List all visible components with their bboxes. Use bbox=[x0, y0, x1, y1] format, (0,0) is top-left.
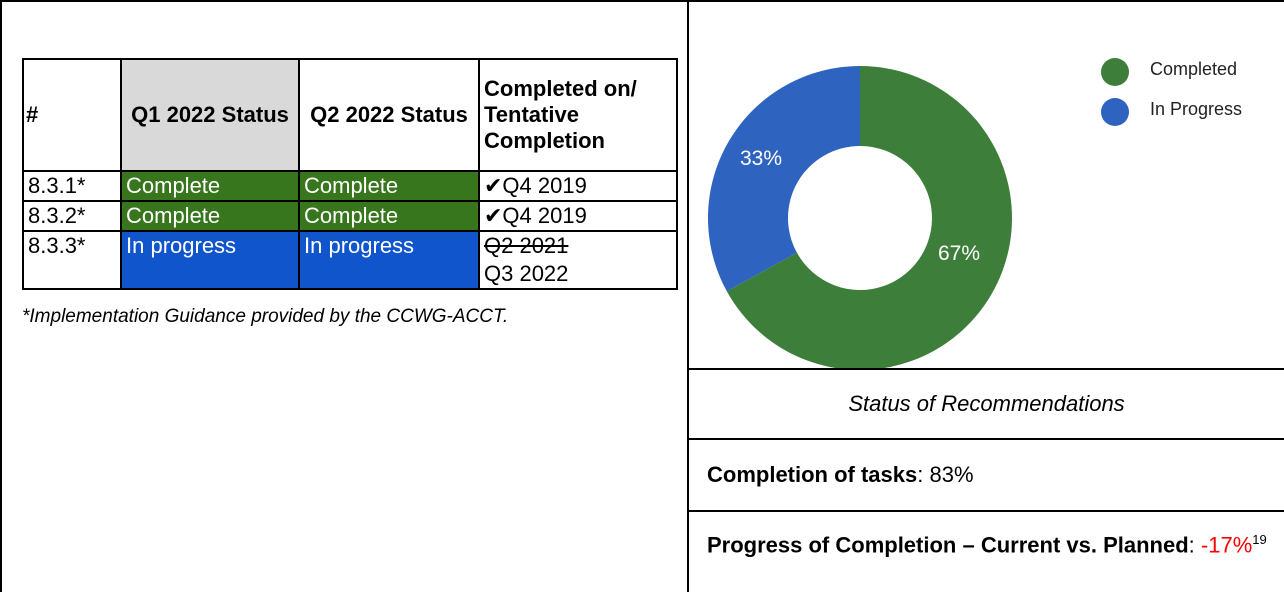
cell: ✔Q4 2019 bbox=[478, 170, 678, 202]
cell: In progress bbox=[298, 230, 480, 290]
cell: ✔Q4 2019 bbox=[478, 200, 678, 232]
value: : 83% bbox=[917, 462, 974, 487]
status-table: # Q1 2022 Status Q2 2022 Status Complete… bbox=[22, 58, 678, 290]
cell: 8.3.1* bbox=[22, 170, 122, 202]
progress-row: Progress of Completion – Current vs. Pla… bbox=[689, 510, 1284, 592]
cell: Complete bbox=[298, 170, 480, 202]
struck-date: Q2 2021 bbox=[484, 233, 569, 258]
legend-swatch bbox=[1101, 58, 1129, 86]
date: Q3 2022 bbox=[484, 261, 569, 286]
completion-row: Completion of tasks: 83% bbox=[689, 438, 1284, 510]
header-cell: Q1 2022 Status bbox=[120, 58, 300, 172]
cell: Complete bbox=[120, 200, 300, 232]
header-cell: Q2 2022 Status bbox=[298, 58, 480, 172]
cell: In progress bbox=[120, 230, 300, 290]
caption: Status of Recommendations bbox=[689, 368, 1284, 438]
separator: : bbox=[1188, 532, 1201, 558]
row: 8.3.2* Complete Complete ✔Q4 2019 bbox=[22, 200, 678, 232]
cell: 8.3.3* bbox=[22, 230, 122, 290]
divider bbox=[687, 0, 689, 592]
header-cell: # bbox=[22, 58, 122, 172]
footnote-ref: 19 bbox=[1252, 532, 1267, 547]
cell: 8.3.2* bbox=[22, 200, 122, 232]
donut-slice bbox=[708, 66, 860, 292]
slice-label: 33% bbox=[740, 147, 782, 170]
label: Completion of tasks bbox=[707, 462, 918, 487]
label: Progress of Completion – Current vs. Pla… bbox=[707, 532, 1189, 558]
row: 8.3.3* In progress In progress Q2 2021 Q3… bbox=[22, 230, 678, 290]
donut-chart: 67% 33% Completed In Progress bbox=[708, 58, 1242, 368]
cell: Complete bbox=[120, 170, 300, 202]
cell: Complete bbox=[298, 200, 480, 232]
legend-label: In Progress bbox=[1150, 99, 1242, 119]
legend-label: Completed bbox=[1150, 59, 1237, 79]
row: 8.3.1* Complete Complete ✔Q4 2019 bbox=[22, 170, 678, 202]
legend-swatch bbox=[1101, 98, 1129, 126]
cell: Q2 2021 Q3 2022 bbox=[478, 230, 678, 290]
donut-slice bbox=[726, 66, 1012, 368]
slice-label: 67% bbox=[938, 242, 980, 265]
header-row: # Q1 2022 Status Q2 2022 Status Complete… bbox=[22, 58, 678, 172]
value: -17% bbox=[1200, 532, 1253, 558]
footnote: *Implementation Guidance provided by the… bbox=[22, 306, 509, 327]
header-cell: Completed on/ Tentative Completion bbox=[478, 58, 678, 172]
